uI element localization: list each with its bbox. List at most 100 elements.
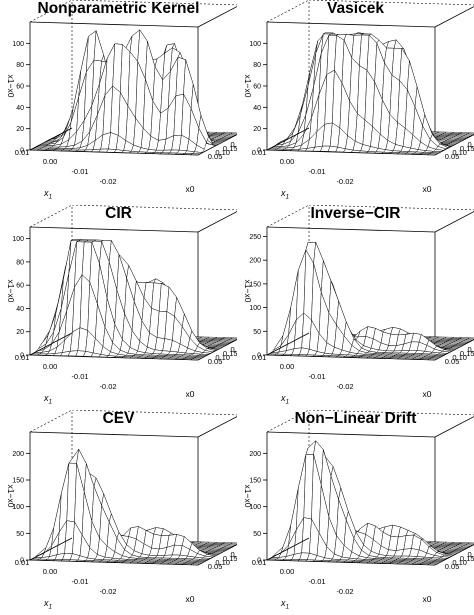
- z-tick-label: 0: [257, 558, 261, 565]
- x1-tick-label: 0.01: [252, 558, 267, 567]
- z-tick-label: 40: [16, 306, 24, 313]
- z-tick-label: 200: [249, 451, 261, 458]
- x1-tick-label: -0.01: [308, 167, 325, 176]
- z-tick-label: 50: [253, 329, 261, 336]
- z-tick-label: 0: [20, 558, 24, 565]
- surface-mesh: [29, 29, 237, 156]
- x0-tick-label: 0.20: [467, 345, 474, 354]
- x1-tick-label: -0.01: [71, 167, 88, 176]
- x0-tick-label: 0.10: [215, 558, 230, 567]
- x0-tick-label: 0.15: [460, 349, 474, 358]
- x0-tick-label: 0.10: [215, 353, 230, 362]
- panel-title: Non−Linear Drift: [294, 410, 417, 427]
- x0-tick-label: 0.15: [223, 144, 237, 153]
- box-edge-back-top: [71, 410, 237, 416]
- z-tick-label: 0: [20, 353, 24, 360]
- box-edge-back-top: [308, 0, 474, 6]
- box-edge-left-top: [29, 410, 73, 433]
- box-edge-right-top: [434, 211, 474, 233]
- x0-tick-label: 0.05: [208, 562, 223, 571]
- box-edge-front-bottom: [29, 354, 199, 361]
- panel-cir: CIR 020406080100x1−x00.050.100.150.200.2…: [0, 205, 237, 410]
- z-tick-label: 100: [249, 305, 261, 312]
- x0-tick-label: 0.10: [452, 353, 467, 362]
- x1-axis-label: x1: [43, 393, 53, 406]
- x1-tick-label: -0.02: [336, 587, 353, 596]
- surface-mesh: [266, 440, 474, 566]
- panel-title: Nonparametric Kernel: [37, 0, 200, 17]
- x0-tick-label: 0.10: [452, 148, 467, 157]
- x1-tick-label: -0.02: [99, 177, 116, 186]
- z-tick-label: 100: [12, 504, 24, 511]
- box-edge-left-bottom: [29, 127, 73, 151]
- x0-tick-label: 0.05: [445, 357, 460, 366]
- z-tick-label: 50: [253, 531, 261, 538]
- x1-tick-label: -0.01: [308, 372, 325, 381]
- x0-axis-label: x0: [423, 184, 432, 194]
- z-tick-label: 60: [253, 84, 261, 91]
- x0-tick-label: 0.20: [230, 140, 237, 149]
- z-tick-label: 100: [12, 41, 24, 48]
- x0-axis-label: x0: [186, 594, 195, 604]
- z-axis-label: x1−x0: [243, 485, 253, 508]
- surface-mesh: [29, 448, 237, 566]
- x1-tick-label: 0.00: [43, 567, 58, 576]
- x0-axis-label: x0: [186, 389, 195, 399]
- z-tick-label: 200: [12, 451, 24, 458]
- z-tick-label: 40: [16, 105, 24, 112]
- x1-tick-label: -0.02: [99, 587, 116, 596]
- x1-tick-label: -0.01: [308, 577, 325, 586]
- z-tick-label: 20: [16, 329, 24, 336]
- x1-axis-label: x1: [280, 598, 290, 611]
- box-edge-right-top: [197, 6, 237, 28]
- z-tick-label: 150: [249, 478, 261, 485]
- x0-tick-label: 0.15: [223, 554, 237, 563]
- x0-axis-label: x0: [423, 389, 432, 399]
- z-tick-label: 20: [16, 126, 24, 133]
- box-edge-front-bottom: [29, 149, 199, 156]
- x1-axis-label: x1: [43, 188, 53, 201]
- box-edge-back-top: [71, 205, 237, 211]
- z-tick-label: 250: [249, 234, 261, 241]
- z-tick-label: 60: [16, 84, 24, 91]
- box-edge-right-top: [197, 416, 237, 438]
- surface-plot: 020406080100x1−x00.050.100.150.200.25-0.…: [6, 0, 237, 201]
- panel-vasicek: Vasicek 0 20 40 60 80 100 x1−x0 0.050.100.150.2…: [237, 0, 474, 205]
- z-tick-label: 50: [16, 531, 24, 538]
- x1-tick-label: 0.01: [15, 148, 30, 157]
- x0-tick-label: 0.20: [230, 345, 237, 354]
- box-edge-front-top: [29, 431, 199, 438]
- x0-tick-label: 0.20: [467, 550, 474, 559]
- panel-title: CEV: [102, 410, 135, 427]
- x0-tick-label: 0.10: [452, 558, 467, 567]
- x1-axis-label: x1: [280, 188, 290, 201]
- z-axis-label: x1−x0: [243, 280, 253, 303]
- surface-mesh: [266, 241, 474, 361]
- z-axis-label: x1−x0: [6, 280, 16, 303]
- x0-tick-label: 0.05: [445, 152, 460, 161]
- x0-tick-label: 0.15: [223, 349, 237, 358]
- x0-tick-label: 0.15: [460, 554, 474, 563]
- z-tick-label: 200: [249, 258, 261, 265]
- z-tick-label: 150: [12, 478, 24, 485]
- box-edge-back-top: [308, 410, 474, 416]
- box-edge-front-bottom: [266, 354, 436, 361]
- x0-tick-label: 0.05: [208, 152, 223, 161]
- box-edge-right-top: [434, 416, 474, 438]
- x1-tick-label: 0.01: [15, 353, 30, 362]
- box-edge-back-top: [308, 205, 474, 211]
- panel-non-linear-drift: Non−Linear Drift 0 50 100 150 200 x1−x0 0.05 0.…: [237, 410, 474, 615]
- z-tick-label: 0: [20, 148, 24, 155]
- box-edge-front-bottom: [266, 149, 436, 156]
- x1-tick-label: -0.02: [99, 382, 116, 391]
- box-edge-right-top: [434, 6, 474, 28]
- box-edge-front-top: [266, 431, 436, 438]
- panel-cev: CEV 050100150200x1−x00.050.100.150.200.2…: [0, 410, 237, 615]
- box-edge-left-top: [266, 0, 310, 23]
- z-tick-label: 0: [257, 353, 261, 360]
- box-edge-right-bottom: [434, 544, 474, 566]
- box-edge-right-bottom: [434, 134, 474, 156]
- surface-plot: 020406080100x1−x00.050.100.150.200.25-0.…: [6, 205, 237, 406]
- box-edge-front-top: [266, 226, 436, 233]
